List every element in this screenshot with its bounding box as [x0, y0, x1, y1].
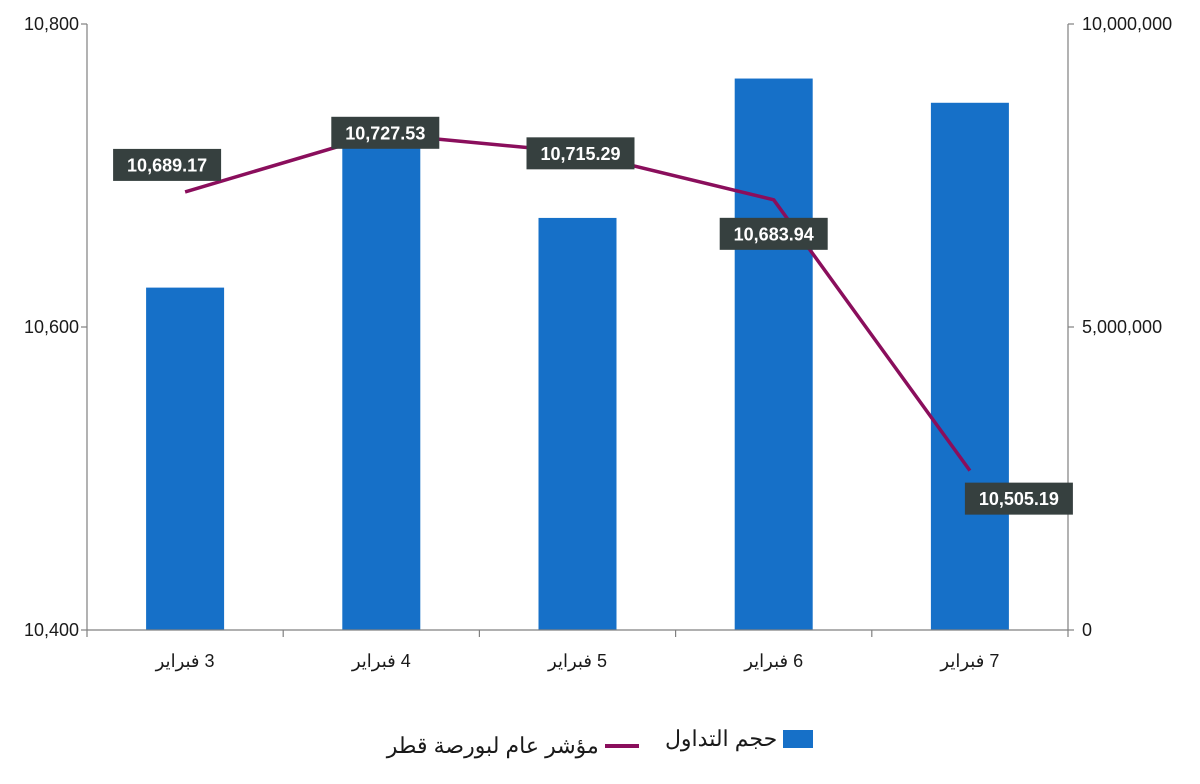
x-category-label: 3 فبراير: [155, 651, 215, 672]
bar-1: [146, 287, 225, 630]
bar-series-volume: [146, 78, 1009, 631]
right-axis-ticks: 0 5,000,000 10,000,000: [1068, 14, 1172, 640]
data-label-text: 10,683.94: [734, 224, 814, 244]
data-label-box: [964, 482, 1073, 515]
data-label-text: 10,505.19: [979, 489, 1059, 509]
x-category-label: 6 فبراير: [743, 651, 803, 672]
data-labels: 10,689.17 10,727.53 10,715.29 10,683.94 10,5…: [113, 116, 1073, 515]
bar-3: [538, 217, 617, 631]
x-axis-categories: 3 فبراير 4 فبراير 5 فبراير 6 فبراير 7 فبراير: [86, 630, 1069, 672]
right-tick-label: 0: [1082, 620, 1092, 640]
data-label-text: 10,715.29: [540, 144, 620, 164]
legend: حجم التداول مؤشر عام لبورصة قطر: [0, 726, 1200, 759]
data-label-1: 10,689.17: [113, 148, 222, 181]
legend-swatch-index: [604, 744, 639, 748]
x-category-label: 4 فبراير: [351, 651, 411, 672]
legend-label-index: مؤشر عام لبورصة قطر: [386, 733, 599, 758]
legend-swatch-volume: [783, 730, 814, 748]
data-label-box: [113, 148, 222, 181]
bar-2: [342, 120, 421, 631]
data-label-3: 10,715.29: [526, 137, 635, 170]
data-label-text: 10,689.17: [127, 155, 207, 175]
bar-4: [734, 78, 813, 631]
data-label-box: [526, 137, 635, 170]
data-label-2: 10,727.53: [331, 116, 440, 149]
left-axis-ticks: 10,400 10,600 10,800: [24, 14, 87, 640]
x-category-label: 5 فبراير: [547, 651, 607, 672]
right-tick-label: 10,000,000: [1082, 14, 1172, 34]
data-label-box: [719, 217, 828, 250]
right-tick-label: 5,000,000: [1082, 317, 1162, 337]
data-label-box: [331, 116, 440, 149]
data-label-4: 10,683.94: [719, 217, 828, 250]
x-category-label: 7 فبراير: [939, 651, 999, 672]
left-tick-label: 10,600: [24, 317, 79, 337]
legend-item-volume: حجم التداول: [664, 726, 814, 752]
legend-label-volume: حجم التداول: [664, 726, 778, 751]
legend-item-index: مؤشر عام لبورصة قطر: [387, 733, 639, 759]
left-tick-label: 10,800: [24, 14, 79, 34]
bar-5: [930, 102, 1009, 630]
left-tick-label: 10,400: [24, 620, 79, 640]
data-label-text: 10,727.53: [345, 123, 425, 143]
data-label-5: 10,505.19: [964, 482, 1073, 515]
